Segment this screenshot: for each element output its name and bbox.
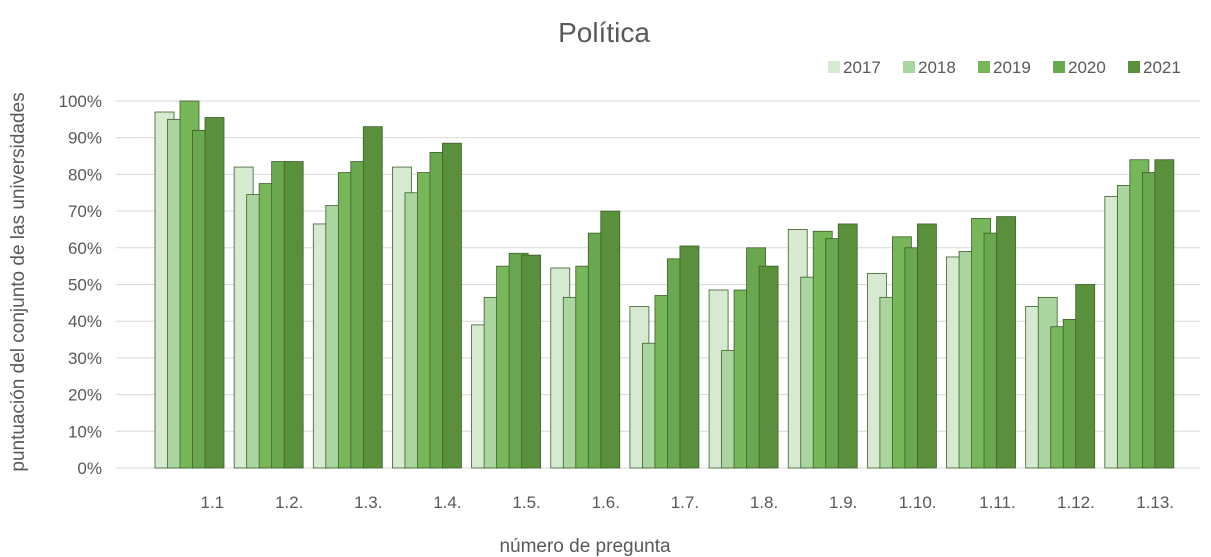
legend-swatch-2021 [1128, 61, 1140, 73]
x-tick-label: 1.13. [1136, 493, 1174, 512]
x-tick-label: 1.12. [1057, 493, 1095, 512]
x-tick-label: 1.11. [979, 493, 1016, 512]
legend-swatch-2020 [1053, 61, 1065, 73]
x-tick-label: 1.7. [671, 493, 699, 512]
y-axis-ticks: 0% 10% 20% 30% 40% 50% 60% 70% 80% 90% 100% [59, 92, 102, 478]
bar-2021-1.11. [996, 216, 1016, 469]
x-tick-label: 1.9. [829, 493, 857, 512]
x-tick-label: 1.2. [275, 493, 303, 512]
bar-2021-1.7. [679, 245, 700, 469]
legend-label: 2019 [993, 58, 1031, 77]
x-tick-label: 1.4. [433, 493, 461, 512]
bar-2021-1.12. [1075, 284, 1096, 469]
y-tick-label: 70% [68, 202, 102, 221]
x-tick-label: 1.1 [201, 493, 225, 512]
x-tick-label: 1.8. [750, 493, 778, 512]
y-tick-label: 40% [68, 312, 102, 331]
y-tick-label: 80% [68, 165, 102, 184]
y-tick-label: 0% [77, 459, 102, 478]
y-tick-label: 10% [68, 422, 102, 441]
bar-2021-1.2. [283, 161, 304, 469]
legend: 2017 2018 2019 2020 2021 [828, 58, 1181, 77]
legend-swatch-2019 [978, 61, 990, 73]
y-tick-label: 50% [68, 276, 102, 295]
bar-2021-1.3. [362, 126, 383, 469]
x-axis-ticks: 1.1 1.2. 1.3. 1.4. 1.5. 1.6. 1.7. 1.8. 1.9. 1.10.… [201, 493, 1174, 512]
y-tick-label: 60% [68, 239, 102, 258]
legend-label: 2021 [1143, 58, 1181, 77]
x-axis-title: número de pregunta [499, 536, 671, 557]
bars [154, 100, 1175, 469]
y-tick-label: 30% [68, 349, 102, 368]
y-axis-title: puntuación del conjunto de las universid… [8, 92, 29, 471]
y-tick-label: 100% [59, 92, 102, 111]
bar-2021-1.6. [600, 210, 621, 469]
legend-label: 2017 [843, 58, 881, 77]
legend-swatch-2017 [828, 61, 840, 73]
legend-label: 2018 [918, 58, 956, 77]
legend-label: 2020 [1068, 58, 1106, 77]
bar-2021-1.5. [521, 254, 542, 469]
bar-2021-1.1 [204, 117, 225, 469]
x-tick-label: 1.10. [899, 493, 937, 512]
x-tick-label: 1.6. [592, 493, 620, 512]
y-tick-label: 20% [68, 386, 102, 405]
y-tick-label: 90% [68, 129, 102, 148]
bar-2021-1.8. [758, 265, 779, 469]
bar-2021-1.13. [1154, 159, 1175, 469]
legend-swatch-2018 [903, 61, 915, 73]
x-tick-label: 1.3. [354, 493, 382, 512]
chart-title: Política [558, 17, 650, 48]
x-tick-label: 1.5. [512, 493, 540, 512]
bar-2021-1.10. [916, 223, 937, 469]
bar-2021-1.4. [442, 142, 462, 469]
bar-2021-1.9. [837, 223, 858, 469]
